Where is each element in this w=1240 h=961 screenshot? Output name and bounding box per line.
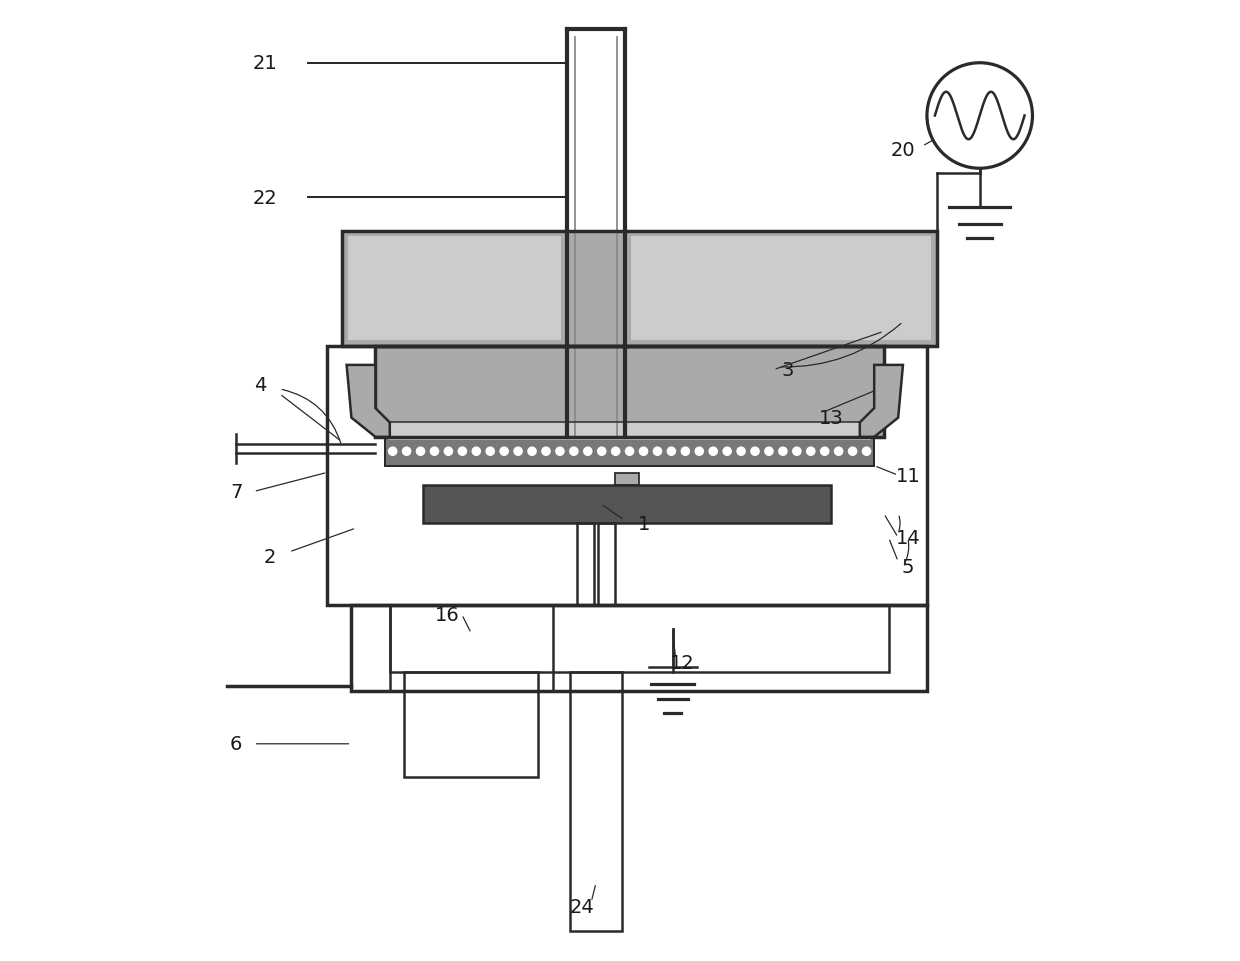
Text: 14: 14 xyxy=(895,529,920,548)
Bar xyxy=(342,232,936,346)
Text: 20: 20 xyxy=(890,140,915,160)
Bar xyxy=(615,474,639,485)
Text: 6: 6 xyxy=(231,734,243,753)
Circle shape xyxy=(513,447,523,456)
Circle shape xyxy=(820,447,830,456)
Text: 12: 12 xyxy=(670,653,694,672)
Bar xyxy=(423,485,831,524)
Text: 4: 4 xyxy=(254,375,267,394)
Bar xyxy=(327,346,928,605)
Circle shape xyxy=(779,447,787,456)
Bar xyxy=(423,485,831,524)
Polygon shape xyxy=(859,365,903,437)
Circle shape xyxy=(583,447,593,456)
Circle shape xyxy=(764,447,774,456)
Text: 3: 3 xyxy=(781,360,794,380)
Bar xyxy=(389,605,553,691)
Circle shape xyxy=(527,447,537,456)
Circle shape xyxy=(458,447,467,456)
Circle shape xyxy=(402,447,412,456)
Circle shape xyxy=(611,447,620,456)
Circle shape xyxy=(862,447,872,456)
Bar xyxy=(615,474,639,485)
Circle shape xyxy=(806,447,816,456)
Text: 11: 11 xyxy=(895,466,920,485)
Circle shape xyxy=(500,447,508,456)
Circle shape xyxy=(541,447,551,456)
Circle shape xyxy=(596,447,606,456)
Bar xyxy=(384,437,874,466)
Bar xyxy=(388,423,872,440)
Text: 24: 24 xyxy=(569,898,594,917)
Circle shape xyxy=(430,447,439,456)
Circle shape xyxy=(569,447,579,456)
Bar xyxy=(631,237,931,340)
Text: 22: 22 xyxy=(253,188,278,208)
Text: 16: 16 xyxy=(435,605,460,624)
Bar xyxy=(347,237,562,340)
Circle shape xyxy=(750,447,760,456)
Circle shape xyxy=(471,447,481,456)
Circle shape xyxy=(639,447,649,456)
Circle shape xyxy=(556,447,564,456)
Bar xyxy=(384,423,874,437)
Circle shape xyxy=(737,447,746,456)
Bar xyxy=(351,605,928,691)
Circle shape xyxy=(708,447,718,456)
Bar xyxy=(384,423,874,437)
Circle shape xyxy=(415,447,425,456)
Circle shape xyxy=(444,447,453,456)
Circle shape xyxy=(652,447,662,456)
Circle shape xyxy=(792,447,801,456)
Circle shape xyxy=(485,447,495,456)
Circle shape xyxy=(694,447,704,456)
Circle shape xyxy=(388,447,398,456)
Bar xyxy=(342,232,936,346)
Bar xyxy=(376,346,884,437)
Bar xyxy=(389,605,889,672)
Circle shape xyxy=(723,447,732,456)
Text: 21: 21 xyxy=(253,54,278,73)
Circle shape xyxy=(848,447,857,456)
Bar xyxy=(570,672,622,931)
Circle shape xyxy=(928,63,1033,169)
Circle shape xyxy=(625,447,635,456)
Polygon shape xyxy=(347,365,389,437)
Text: 5: 5 xyxy=(901,557,914,577)
Text: 2: 2 xyxy=(264,548,277,567)
Circle shape xyxy=(667,447,676,456)
Circle shape xyxy=(681,447,691,456)
Text: 1: 1 xyxy=(637,514,650,533)
Bar xyxy=(384,437,874,466)
Circle shape xyxy=(833,447,843,456)
Text: 7: 7 xyxy=(231,482,243,502)
Text: 13: 13 xyxy=(818,408,843,428)
Bar xyxy=(376,346,884,437)
Bar xyxy=(404,672,538,777)
